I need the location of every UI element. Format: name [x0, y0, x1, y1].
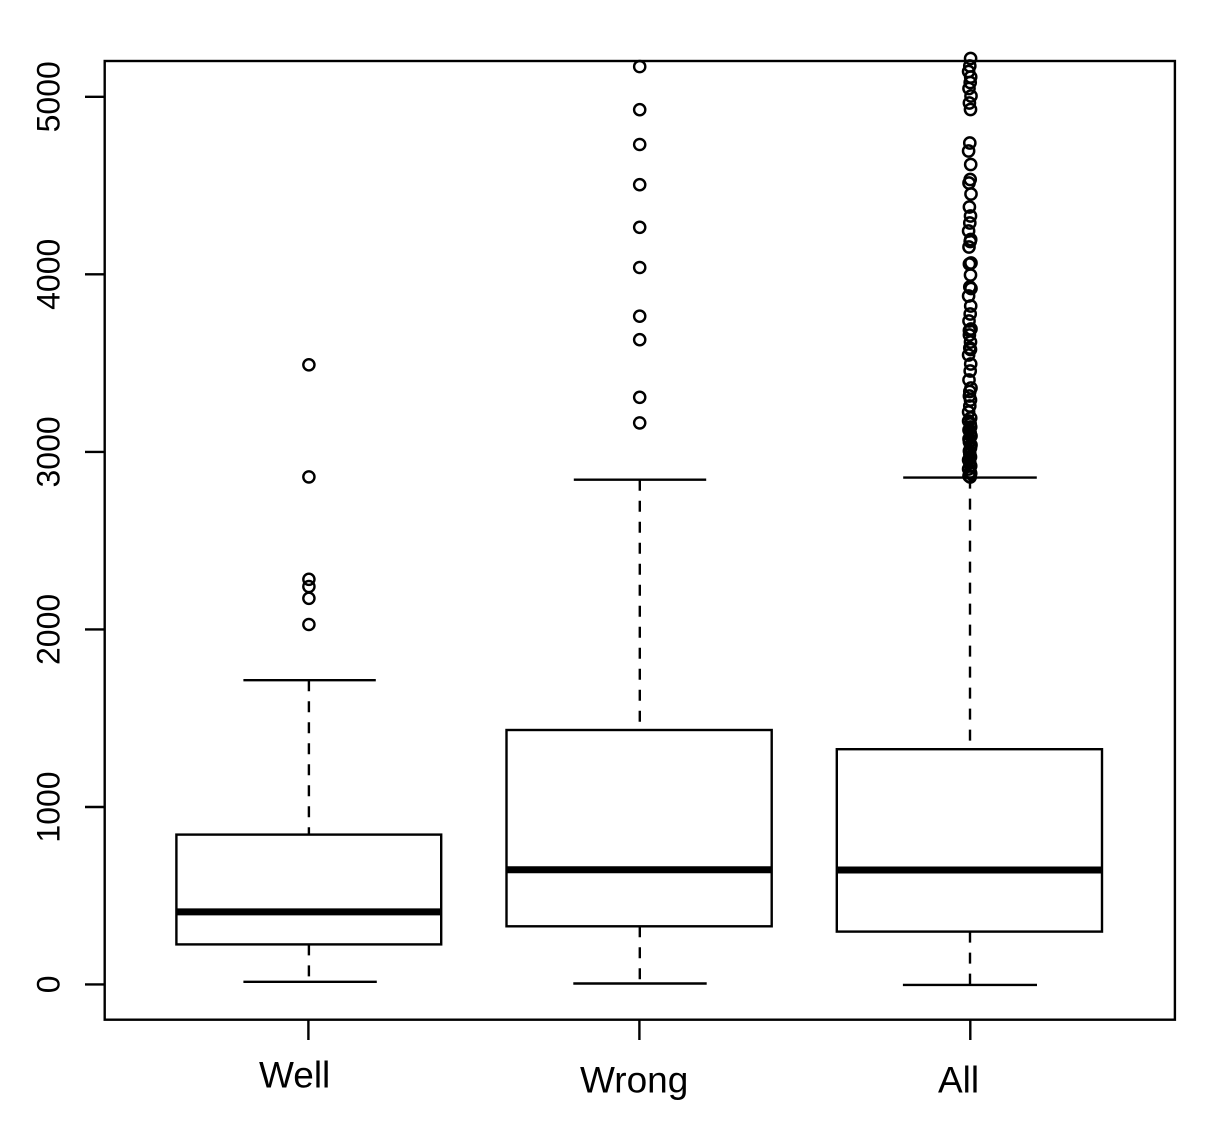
- svg-text:1000: 1000: [31, 771, 67, 842]
- svg-text:Well: Well: [259, 1055, 330, 1096]
- svg-text:4000: 4000: [31, 239, 67, 310]
- svg-text:All: All: [938, 1059, 979, 1100]
- svg-text:5000: 5000: [31, 61, 67, 132]
- svg-text:Wrong: Wrong: [580, 1060, 688, 1101]
- svg-text:0: 0: [31, 976, 67, 994]
- svg-text:2000: 2000: [31, 594, 67, 665]
- svg-text:3000: 3000: [31, 416, 67, 487]
